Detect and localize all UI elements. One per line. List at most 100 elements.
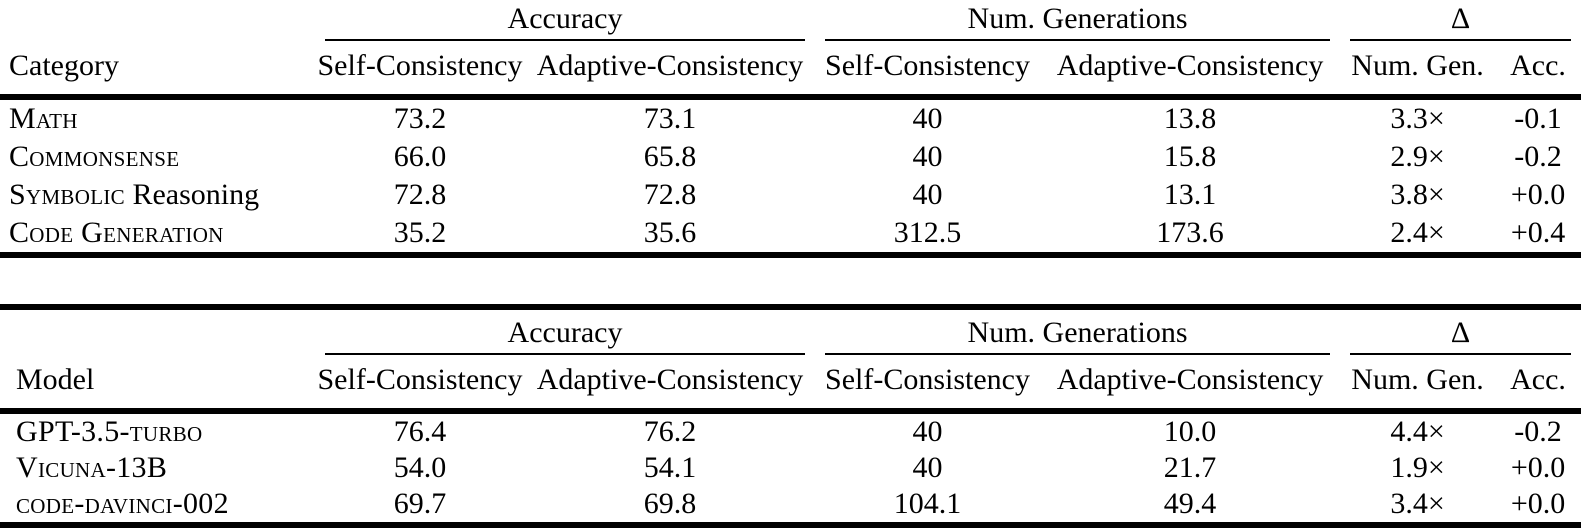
value-cell: 3.3× — [1390, 102, 1445, 135]
num-generations-group-rule: Num. Generations — [825, 316, 1331, 355]
column-header-self-consistency-accuracy: Self-Consistency — [315, 355, 525, 414]
value-cell: 69.8 — [643, 487, 697, 520]
value-cell: 76.2 — [643, 415, 697, 448]
value-cell: 35.6 — [643, 216, 697, 249]
value-cell: 73.2 — [393, 102, 447, 135]
delta-symbol: Δ — [1450, 316, 1471, 349]
row-label: GPT-3.5-turbo — [0, 411, 315, 450]
row-label: Symbolic Reasoning — [0, 176, 315, 214]
row-label-plain: Reasoning — [124, 178, 260, 211]
table-row: Vicuna-13B 54.0 54.1 40 21.7 1.9× +0.0 — [0, 450, 1581, 486]
group-header-label: Accuracy — [507, 2, 623, 35]
column-header-adaptive-consistency-generations: Adaptive-Consistency — [1040, 355, 1341, 414]
table-row: Symbolic Reasoning 72.8 72.8 40 13.1 3.8× +0.0 — [0, 176, 1581, 214]
num-generations-group-rule: Num. Generations — [825, 2, 1331, 41]
group-header-row: Accuracy Num. Generations Δ — [0, 0, 1581, 41]
value-cell: 66.0 — [393, 140, 447, 173]
value-cell: 173.6 — [1156, 216, 1224, 249]
value-cell: 54.1 — [643, 451, 697, 484]
value-cell: 40 — [912, 102, 943, 135]
category-results-table: Accuracy Num. Generations Δ Category Sel… — [0, 0, 1581, 258]
value-cell: +0.0 — [1510, 487, 1566, 520]
group-header-row: Accuracy Num. Generations Δ — [0, 307, 1581, 355]
group-header-accuracy: Accuracy — [315, 0, 815, 41]
value-cell: 104.1 — [893, 487, 962, 520]
table-header: Accuracy Num. Generations Δ Model Self-C… — [0, 307, 1581, 414]
row-label-smallcaps: Math — [9, 102, 78, 135]
value-cell: 21.7 — [1163, 451, 1217, 484]
value-cell: 1.9× — [1390, 451, 1445, 484]
accuracy-group-rule: Accuracy — [325, 2, 806, 41]
column-header-category: Category — [0, 41, 315, 100]
group-header-spacer — [0, 307, 315, 355]
row-label: Math — [0, 97, 315, 138]
row-label-smallcaps: Symbolic — [9, 178, 125, 211]
column-header-model: Model — [0, 355, 315, 414]
column-header-row: Model Self-Consistency Adaptive-Consiste… — [0, 355, 1581, 414]
delta-group-rule: Δ — [1350, 316, 1572, 355]
value-cell: 40 — [912, 451, 943, 484]
group-header-spacer — [0, 0, 315, 41]
value-cell: 3.4× — [1390, 487, 1445, 520]
table-body: GPT-3.5-turbo 76.4 76.2 40 10.0 4.4× -0.2 Vicun… — [0, 411, 1581, 525]
table-row: Math 73.2 73.1 40 13.8 3.3× -0.1 — [0, 97, 1581, 138]
value-cell: -0.2 — [1514, 140, 1562, 173]
value-cell: 2.4× — [1390, 216, 1445, 249]
value-cell: 10.0 — [1163, 415, 1217, 448]
group-header-label: Num. Generations — [967, 316, 1188, 349]
group-header-label: Num. Generations — [967, 2, 1188, 35]
table-body: Math 73.2 73.1 40 13.8 3.3× -0.1 Commonsense 66.… — [0, 97, 1581, 255]
value-cell: 73.1 — [643, 102, 697, 135]
column-header-self-consistency-generations: Self-Consistency — [815, 41, 1041, 100]
group-header-delta: Δ — [1340, 0, 1581, 41]
value-cell: 40 — [912, 415, 943, 448]
value-cell: 69.7 — [393, 487, 447, 520]
value-cell: 2.9× — [1390, 140, 1445, 173]
group-header-accuracy: Accuracy — [315, 307, 815, 355]
column-header-delta-num-gen: Num. Gen. — [1340, 41, 1496, 100]
value-cell: 40 — [912, 140, 943, 173]
row-label-smallcaps: Code Generation — [9, 216, 224, 249]
row-label-smallcaps: Commonsense — [9, 140, 180, 173]
table-row: Code Generation 35.2 35.6 312.5 173.6 2.4× +0.… — [0, 214, 1581, 255]
column-header-self-consistency-accuracy: Self-Consistency — [315, 41, 525, 100]
value-cell: 4.4× — [1390, 415, 1445, 448]
value-cell: 15.8 — [1163, 140, 1217, 173]
value-cell: 40 — [912, 178, 943, 211]
table-row: code-davinci-002 69.7 69.8 104.1 49.4 3.4× +0.… — [0, 486, 1581, 525]
row-label: Code Generation — [0, 214, 315, 255]
column-header-delta-num-gen: Num. Gen. — [1340, 355, 1496, 414]
value-cell: 13.1 — [1163, 178, 1217, 211]
row-label: Commonsense — [0, 138, 315, 176]
delta-symbol: Δ — [1450, 2, 1471, 35]
value-cell: 35.2 — [393, 216, 447, 249]
column-header-adaptive-consistency-generations: Adaptive-Consistency — [1040, 41, 1341, 100]
table-row: GPT-3.5-turbo 76.4 76.2 40 10.0 4.4× -0.2 — [0, 411, 1581, 450]
value-cell: 72.8 — [393, 178, 447, 211]
value-cell: 3.8× — [1390, 178, 1445, 211]
value-cell: 312.5 — [893, 216, 962, 249]
column-header-adaptive-consistency-accuracy: Adaptive-Consistency — [525, 41, 816, 100]
row-label: code-davinci-002 — [0, 486, 315, 525]
row-label-smallcaps: Vicuna-13B — [16, 451, 168, 484]
value-cell: 49.4 — [1163, 487, 1217, 520]
group-header-num-generations: Num. Generations — [815, 307, 1340, 355]
row-label-smallcaps: code-davinci-002 — [16, 487, 229, 520]
value-cell: 76.4 — [393, 415, 447, 448]
value-cell: 65.8 — [643, 140, 697, 173]
row-label: Vicuna-13B — [0, 450, 315, 486]
value-cell: +0.0 — [1510, 451, 1566, 484]
group-header-num-generations: Num. Generations — [815, 0, 1340, 41]
value-cell: +0.4 — [1510, 216, 1566, 249]
value-cell: +0.0 — [1510, 178, 1566, 211]
value-cell: -0.1 — [1514, 102, 1562, 135]
column-header-delta-acc: Acc. — [1495, 41, 1581, 100]
value-cell: 13.8 — [1163, 102, 1217, 135]
group-header-label: Accuracy — [507, 316, 623, 349]
delta-group-rule: Δ — [1350, 2, 1572, 41]
column-header-self-consistency-generations: Self-Consistency — [815, 355, 1041, 414]
row-label-smallcaps: GPT-3.5-turbo — [16, 415, 203, 448]
column-header-delta-acc: Acc. — [1495, 355, 1581, 414]
model-results-table: Accuracy Num. Generations Δ Model Self-C… — [0, 304, 1581, 528]
